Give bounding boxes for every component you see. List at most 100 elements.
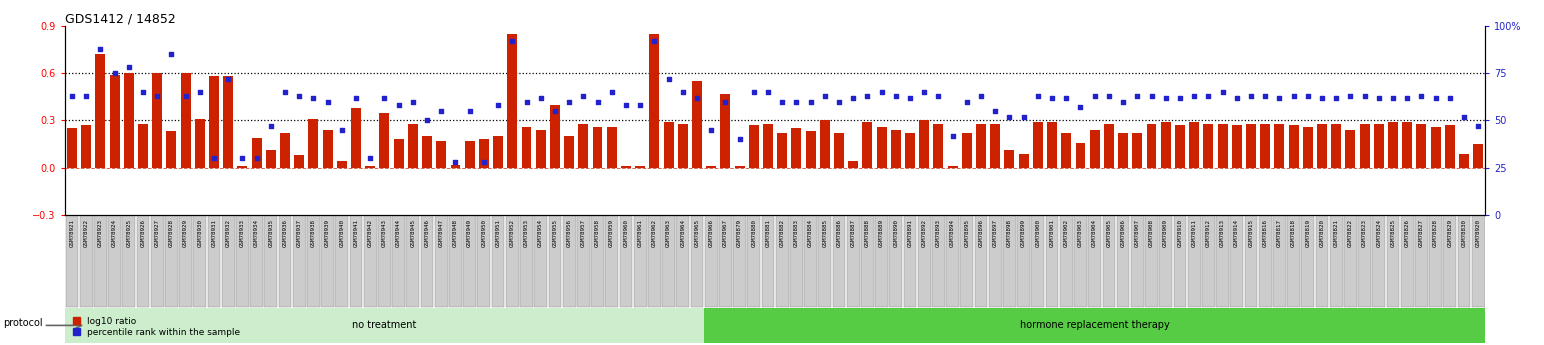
Text: GSM78822: GSM78822 [1348,219,1353,247]
Point [913,89,937,95]
Bar [465,141,474,168]
Point [897,95,922,100]
FancyBboxPatch shape [591,216,604,307]
Text: GSM78938: GSM78938 [310,219,317,247]
Bar [208,76,219,168]
Bar [1260,124,1271,168]
Point [557,99,582,104]
Text: GSM78830: GSM78830 [1462,219,1467,247]
Bar [536,130,545,168]
Bar [948,166,957,168]
FancyBboxPatch shape [960,216,973,307]
FancyBboxPatch shape [1075,216,1087,307]
FancyBboxPatch shape [1471,216,1485,307]
Point [1011,114,1036,119]
FancyBboxPatch shape [903,216,917,307]
Text: GSM78890: GSM78890 [894,219,899,247]
Text: GSM78829: GSM78829 [1447,219,1453,247]
FancyBboxPatch shape [1089,216,1101,307]
Bar [1388,122,1397,168]
FancyBboxPatch shape [349,216,363,307]
Bar [96,54,105,168]
FancyBboxPatch shape [65,216,79,307]
Point [443,159,468,165]
Point [585,99,610,104]
Bar [1076,142,1085,168]
Text: GSM78825: GSM78825 [1391,219,1396,247]
Text: GSM78895: GSM78895 [965,219,970,247]
Bar [1445,125,1454,168]
Bar [777,133,787,168]
Bar [650,34,659,168]
Point [954,99,979,104]
Bar [167,131,176,168]
Bar [1345,130,1356,168]
Text: GSM78879: GSM78879 [736,219,743,247]
FancyBboxPatch shape [720,216,732,307]
Point [514,99,539,104]
Point [344,95,369,100]
Text: GSM78959: GSM78959 [610,219,615,247]
Text: GSM78925: GSM78925 [127,219,131,247]
Bar [1473,144,1484,168]
Bar [1416,124,1427,168]
Bar [919,120,929,168]
Text: GSM78828: GSM78828 [1433,219,1437,247]
Bar [479,139,489,168]
FancyBboxPatch shape [236,216,249,307]
Text: GSM78819: GSM78819 [1305,219,1311,247]
FancyBboxPatch shape [1359,216,1371,307]
Text: protocol: protocol [3,318,43,327]
Bar [252,138,261,168]
Point [755,89,780,95]
Text: GSM78816: GSM78816 [1263,219,1268,247]
Point [1465,124,1490,129]
Bar [124,73,134,168]
Point [656,76,681,82]
Text: GSM78957: GSM78957 [581,219,585,247]
Bar [508,34,517,168]
Text: GSM78944: GSM78944 [397,219,401,247]
Bar [1104,124,1113,168]
Bar [337,161,347,168]
Bar [564,136,574,168]
Point [670,89,695,95]
Text: GSM78951: GSM78951 [496,219,500,247]
Text: GSM78931: GSM78931 [212,219,216,247]
FancyBboxPatch shape [846,216,860,307]
Point [812,93,837,99]
Text: GSM78824: GSM78824 [1376,219,1382,247]
Text: GSM78935: GSM78935 [269,219,273,247]
Bar [66,128,77,168]
FancyBboxPatch shape [1373,216,1385,307]
Bar [1232,125,1241,168]
Point [1039,95,1064,100]
Bar [1459,154,1468,168]
Point [1323,95,1348,100]
Point [1139,93,1164,99]
Bar [1033,122,1042,168]
FancyBboxPatch shape [378,216,391,307]
Bar [266,150,276,168]
Text: GSM78910: GSM78910 [1178,219,1183,247]
Text: GSM78930: GSM78930 [198,219,202,247]
Point [315,99,340,104]
Point [571,93,596,99]
FancyBboxPatch shape [889,216,902,307]
Text: GSM78961: GSM78961 [638,219,642,247]
Point [1210,89,1235,95]
Bar [1402,122,1413,168]
Point [1353,93,1377,99]
Text: GSM78913: GSM78913 [1220,219,1224,247]
Bar [493,136,503,168]
Bar [621,166,631,168]
Point [1167,95,1192,100]
Bar [195,119,205,168]
Bar [706,166,716,168]
Bar [905,133,916,168]
FancyBboxPatch shape [1430,216,1442,307]
Bar [153,73,162,168]
FancyBboxPatch shape [364,216,377,307]
FancyBboxPatch shape [1302,216,1314,307]
Text: GSM78886: GSM78886 [837,219,841,247]
